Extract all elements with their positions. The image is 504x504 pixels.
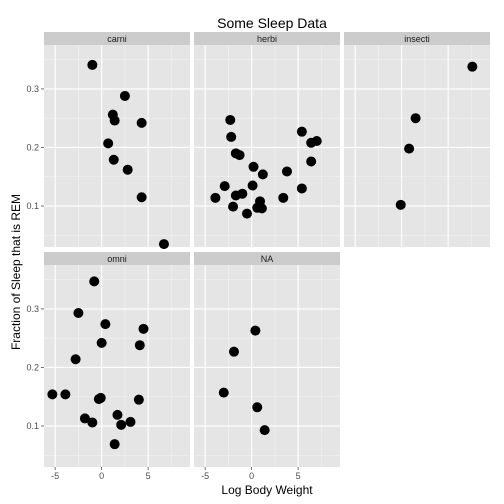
data-point <box>226 132 236 142</box>
data-point <box>250 326 260 336</box>
x-tick-label: -5 <box>201 471 209 481</box>
facet-strip-label: omni <box>107 254 127 264</box>
x-axis-label: Log Body Weight <box>221 483 313 497</box>
data-point <box>139 324 149 334</box>
data-point <box>87 418 97 428</box>
x-tick-label: 5 <box>146 471 151 481</box>
data-point <box>47 389 57 399</box>
data-point <box>116 420 126 430</box>
data-point <box>252 402 262 412</box>
y-tick-label: 0.1 <box>26 421 39 431</box>
data-point <box>112 410 122 420</box>
x-tick-label: 5 <box>296 471 301 481</box>
data-point <box>219 388 229 398</box>
data-point <box>73 308 83 318</box>
data-point <box>100 319 110 329</box>
facet-panel-omni: omni 0.1 0.2 0.3 <box>26 252 190 467</box>
y-tick-label: 0.3 <box>26 84 39 94</box>
data-point <box>96 393 106 403</box>
data-point <box>396 200 406 210</box>
data-point <box>282 166 292 176</box>
facet-panel-insecti: insecti <box>344 32 490 247</box>
data-point <box>278 193 288 203</box>
panel-background <box>344 45 490 247</box>
data-point <box>248 181 258 191</box>
data-point <box>137 192 147 202</box>
data-point <box>87 60 97 70</box>
data-point <box>258 169 268 179</box>
facet-strip-label: herbi <box>257 34 277 44</box>
panel-background <box>44 45 190 247</box>
data-point <box>225 115 235 125</box>
data-point <box>467 62 477 72</box>
data-point <box>109 155 119 165</box>
data-point <box>411 113 421 123</box>
data-point <box>312 136 322 146</box>
panel-background <box>194 265 340 467</box>
data-point <box>228 202 238 212</box>
data-point <box>297 183 307 193</box>
data-point <box>135 340 145 350</box>
data-point <box>404 144 414 154</box>
y-tick-label: 0.3 <box>26 304 39 314</box>
data-point <box>242 209 252 219</box>
data-point <box>125 417 135 427</box>
x-tick-label: -5 <box>51 471 59 481</box>
data-point <box>159 239 169 249</box>
y-tick-label: 0.2 <box>26 142 39 152</box>
data-point <box>260 425 270 435</box>
data-point <box>297 127 307 137</box>
data-point <box>257 203 267 213</box>
facet-panel-herbi: herbi <box>194 32 340 247</box>
data-point <box>210 193 220 203</box>
data-point <box>89 276 99 286</box>
data-point <box>103 138 113 148</box>
data-point <box>97 338 107 348</box>
data-point <box>235 150 245 160</box>
data-point <box>229 347 239 357</box>
data-point <box>249 162 259 172</box>
facet-panel-carni: carni 0.1 0.2 0.3 <box>26 32 190 249</box>
x-tick-label: 0 <box>99 471 104 481</box>
facet-strip-label: carni <box>107 34 127 44</box>
data-point <box>220 181 230 191</box>
y-tick-label: 0.1 <box>26 201 39 211</box>
panel-background <box>44 265 190 467</box>
data-point <box>120 91 130 101</box>
chart-title: Some Sleep Data <box>217 15 327 31</box>
facet-panel-na: NA <box>194 252 340 467</box>
data-point <box>306 157 316 167</box>
x-tick-label: 0 <box>249 471 254 481</box>
data-point <box>71 354 81 364</box>
facet-panels: carni 0.1 0.2 0.3 herbi insecti omni 0.1 0.2 0.3 N… <box>26 32 490 481</box>
facet-strip-label: NA <box>261 254 274 264</box>
data-point <box>134 395 144 405</box>
panel-background <box>194 45 340 247</box>
y-axis-label: Fraction of Sleep that is REM <box>9 194 23 350</box>
data-point <box>237 189 247 199</box>
data-point <box>60 389 70 399</box>
facet-strip-label: insecti <box>404 34 430 44</box>
y-tick-label: 0.2 <box>26 362 39 372</box>
data-point <box>110 439 120 449</box>
data-point <box>123 165 133 175</box>
data-point <box>110 116 120 126</box>
data-point <box>137 118 147 128</box>
